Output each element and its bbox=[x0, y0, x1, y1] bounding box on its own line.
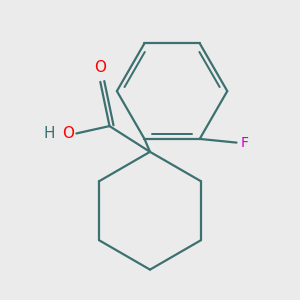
Text: H: H bbox=[44, 126, 55, 141]
Text: O: O bbox=[62, 126, 74, 141]
Text: F: F bbox=[241, 136, 249, 150]
Text: O: O bbox=[94, 59, 106, 74]
